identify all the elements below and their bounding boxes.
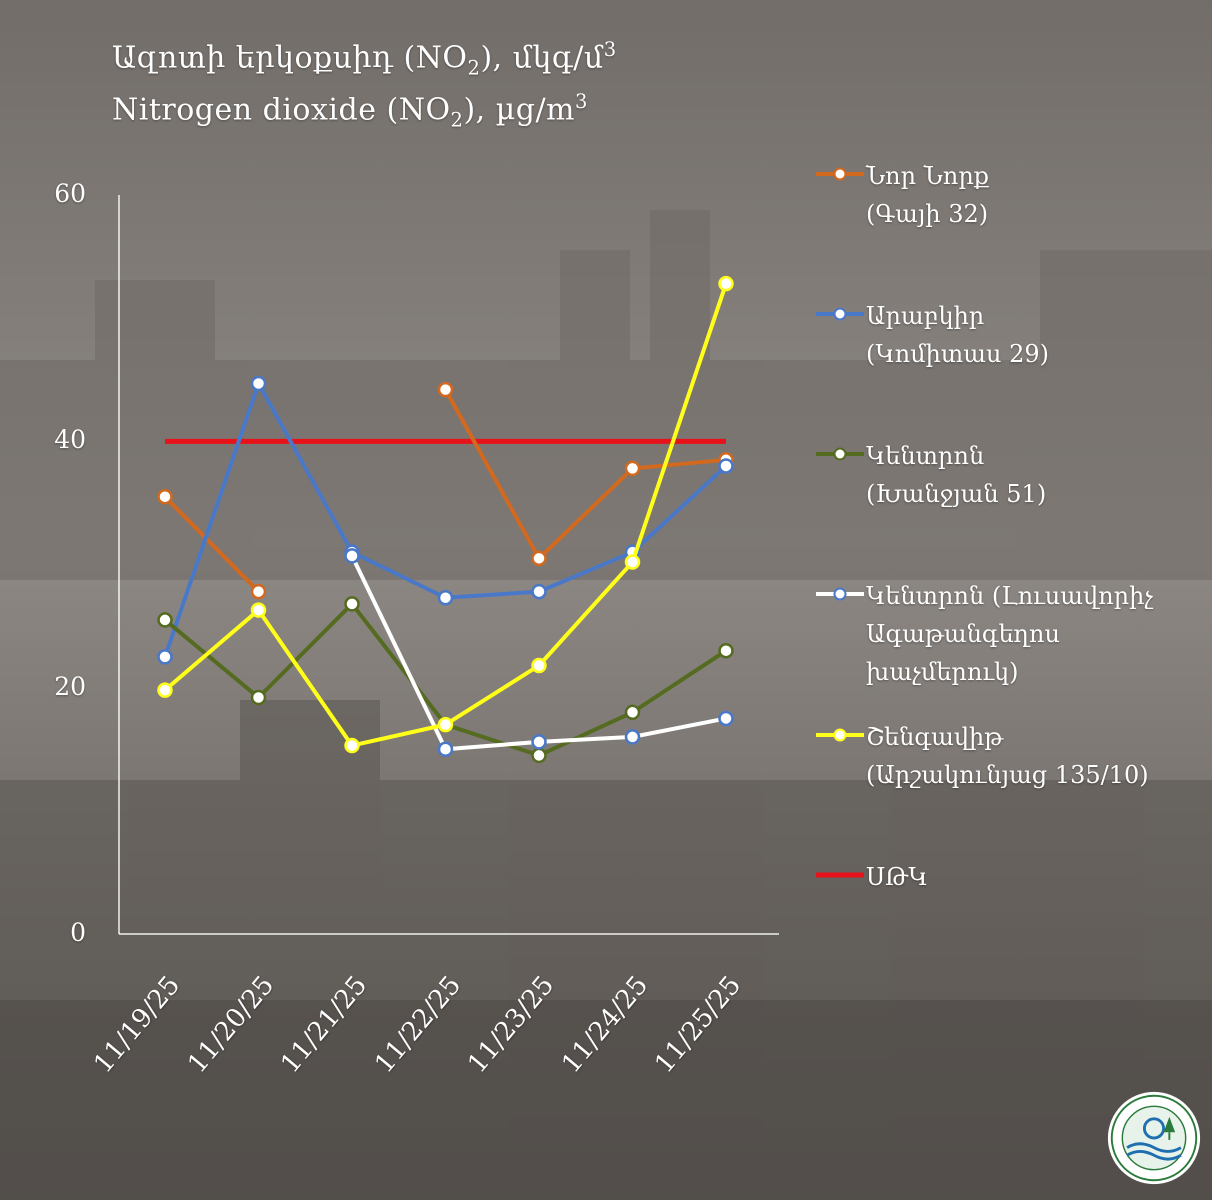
legend-key (816, 728, 864, 742)
legend-label-continued: (Արշակունյաց 135/10) (866, 761, 1149, 789)
data-point (344, 596, 360, 612)
legend-label: Կենտրոն (Լուսավորիչ (866, 582, 1154, 610)
data-point (531, 747, 547, 764)
y-tick-label: 60 (54, 179, 86, 208)
data-point (344, 737, 360, 754)
legend-label: Նոր Նորք (866, 162, 990, 190)
legend-label: ՍԹԿ (866, 863, 928, 891)
data-point (437, 381, 454, 398)
y-tick-label: 40 (54, 425, 86, 455)
y-tick-label: 0 (70, 918, 86, 947)
legend-key (816, 872, 864, 878)
legend-key (816, 307, 864, 321)
legend-key (816, 587, 864, 601)
legend-label-continued: (Կոմիտաս 29) (866, 340, 1049, 368)
data-point (157, 612, 173, 628)
series-3 (344, 548, 734, 757)
legend-key (816, 167, 864, 181)
chart-title-armenian: Ազոտի երկօքսիդ (NO2), մկգ/մ3 (112, 38, 617, 80)
data-point (624, 704, 641, 721)
data-point (250, 602, 267, 618)
legend-label-continued: խաչմերուկ) (866, 658, 1019, 686)
data-point (250, 375, 267, 392)
legend-key (816, 447, 864, 461)
data-point (157, 682, 173, 698)
legend-label: Շենգավիթ (866, 723, 1004, 751)
y-tick-label: 20 (54, 671, 86, 701)
data-point (157, 649, 173, 665)
data-point (624, 554, 641, 570)
legend-label: Կենտրոն (866, 442, 985, 470)
data-point (250, 689, 267, 706)
data-point (718, 642, 734, 659)
legend-label: Արաբկիր (866, 302, 985, 330)
data-point (718, 275, 734, 292)
series-line (163, 601, 728, 758)
series-0 (157, 381, 734, 600)
data-point (531, 734, 547, 750)
data-point (624, 460, 641, 477)
series-line (163, 495, 260, 594)
data-point (531, 550, 547, 567)
series-line (163, 283, 728, 748)
data-point (250, 583, 267, 600)
series-line (443, 388, 727, 561)
legend-label-continued: (Գայի 32) (866, 200, 989, 228)
data-point (718, 458, 734, 474)
data-point (531, 657, 547, 674)
chart-title-english: Nitrogen dioxide (NO2), µg/m3 (112, 90, 588, 132)
data-point (624, 729, 641, 745)
legend-label-continued: Ագաթանգեղոս (866, 620, 1060, 648)
data-point (344, 548, 360, 564)
data-point (437, 590, 454, 606)
data-point (437, 716, 454, 733)
agency-logo (1107, 1091, 1201, 1185)
series-4 (157, 275, 734, 754)
legend-label-continued: (Խանջյան 51) (866, 480, 1047, 508)
data-point (718, 710, 734, 727)
data-point (531, 583, 547, 600)
data-point (157, 489, 173, 505)
data-point (437, 741, 454, 757)
